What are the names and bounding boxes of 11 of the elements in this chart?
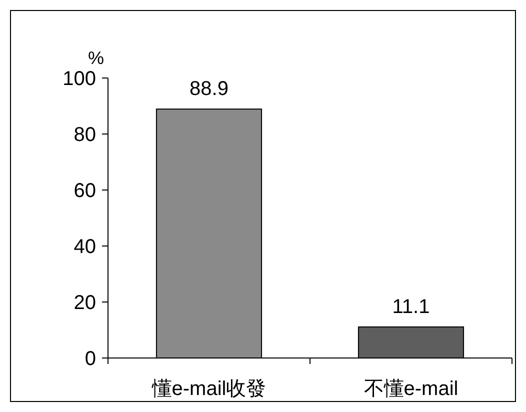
y-tick-label: 20 <box>74 292 96 314</box>
x-tick-label: 懂e-mail收發 <box>150 378 266 400</box>
y-tick-label: 100 <box>62 68 96 90</box>
data-label: 88.9 <box>190 78 228 100</box>
y-tick-label: 40 <box>74 236 96 258</box>
y-tick-label: 0 <box>84 348 96 370</box>
x-tick-label: 不懂e-mail <box>364 378 458 400</box>
y-tick-label: 80 <box>74 124 96 146</box>
data-label: 11.1 <box>392 296 430 318</box>
y-axis-title: % <box>88 48 104 68</box>
y-tick-label: 60 <box>74 180 96 202</box>
